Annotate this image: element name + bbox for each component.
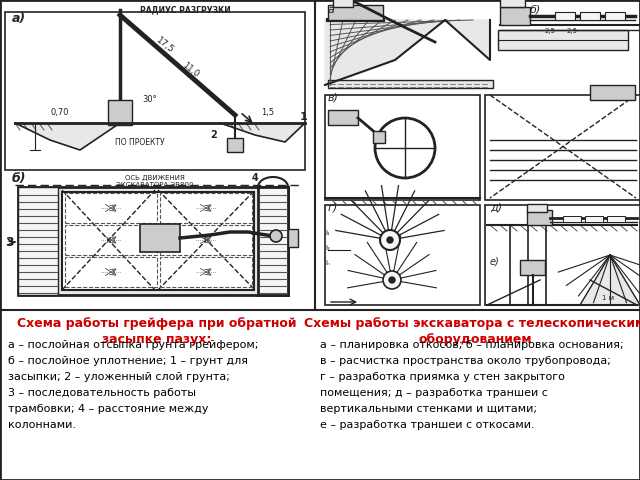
Polygon shape bbox=[15, 123, 120, 150]
Text: г): г) bbox=[328, 202, 339, 212]
Text: б): б) bbox=[530, 5, 541, 15]
Text: 11,0: 11,0 bbox=[180, 61, 200, 79]
Bar bbox=[485, 95, 640, 200]
Bar bbox=[580, 12, 600, 20]
Bar bbox=[555, 12, 575, 20]
Bar bbox=[527, 210, 552, 225]
Text: 30°: 30° bbox=[143, 96, 157, 105]
Bar bbox=[65, 193, 157, 223]
Text: а: а bbox=[328, 5, 335, 15]
Bar bbox=[288, 229, 298, 247]
Bar bbox=[62, 192, 254, 290]
Bar bbox=[325, 205, 480, 305]
Text: засыпки; 2 – уложенный слой грунта;: засыпки; 2 – уложенный слой грунта; bbox=[8, 372, 230, 382]
Text: Схемы работы экскаватора с телескопическим
оборудованием: Схемы работы экскаватора с телескопическ… bbox=[305, 317, 640, 346]
Text: е – разработка траншеи с откосами.: е – разработка траншеи с откосами. bbox=[320, 420, 534, 430]
Bar bbox=[500, 0, 525, 7]
Bar bbox=[18, 187, 288, 295]
Bar bbox=[160, 257, 252, 287]
Bar bbox=[333, 0, 353, 7]
Bar bbox=[328, 5, 383, 20]
Text: 2: 2 bbox=[210, 130, 217, 140]
Bar bbox=[325, 95, 480, 200]
Bar bbox=[5, 12, 305, 170]
Bar bbox=[328, 80, 493, 88]
Bar bbox=[605, 12, 625, 20]
Bar bbox=[65, 225, 157, 255]
Bar bbox=[160, 225, 252, 255]
Bar bbox=[65, 257, 157, 287]
Text: в): в) bbox=[328, 92, 339, 102]
Text: ОСЬ ДВИЖЕНИЯ
ЭКСКАВАТОРА ЭВ800: ОСЬ ДВИЖЕНИЯ ЭКСКАВАТОРА ЭВ800 bbox=[116, 175, 194, 188]
Text: б): б) bbox=[12, 172, 26, 185]
Text: 1,5: 1,5 bbox=[261, 108, 275, 117]
Text: 1: 1 bbox=[300, 112, 308, 122]
Text: в – расчистка пространства около трубопровода;: в – расчистка пространства около трубопр… bbox=[320, 356, 611, 366]
Text: 1 м: 1 м bbox=[602, 295, 614, 301]
Bar bbox=[328, 110, 358, 125]
Bar bbox=[563, 216, 581, 222]
Text: 2,5: 2,5 bbox=[566, 28, 577, 34]
Text: а): а) bbox=[12, 12, 26, 25]
Bar bbox=[140, 224, 180, 252]
Text: е): е) bbox=[490, 256, 500, 266]
Circle shape bbox=[270, 230, 282, 242]
Text: 2,5: 2,5 bbox=[545, 28, 556, 34]
Bar bbox=[18, 187, 58, 295]
Text: 17,5: 17,5 bbox=[154, 36, 175, 55]
Bar bbox=[590, 85, 635, 100]
Text: а – планировка откосов; б – планировка основания;: а – планировка откосов; б – планировка о… bbox=[320, 340, 623, 350]
Polygon shape bbox=[325, 20, 490, 85]
Bar bbox=[108, 100, 132, 125]
Text: д): д) bbox=[490, 202, 502, 212]
Circle shape bbox=[375, 118, 435, 178]
Text: колоннами.: колоннами. bbox=[8, 420, 76, 430]
Text: 3 – последовательность работы: 3 – последовательность работы bbox=[8, 388, 196, 398]
Text: lₙ: lₙ bbox=[325, 260, 330, 266]
Bar bbox=[607, 216, 625, 222]
Text: б – послойное уплотнение; 1 – грунт для: б – послойное уплотнение; 1 – грунт для bbox=[8, 356, 248, 366]
Bar bbox=[500, 7, 530, 25]
Text: РАДИУС РАЗГРУЗКИ: РАДИУС РАЗГРУЗКИ bbox=[140, 5, 230, 14]
Text: вертикальными стенками и щитами;: вертикальными стенками и щитами; bbox=[320, 404, 537, 414]
Bar bbox=[160, 193, 252, 223]
Bar bbox=[258, 187, 288, 295]
Bar bbox=[373, 131, 385, 143]
Circle shape bbox=[389, 277, 395, 283]
Bar bbox=[527, 204, 547, 212]
Bar bbox=[498, 30, 628, 50]
Text: 4: 4 bbox=[252, 173, 259, 183]
Text: l₂: l₂ bbox=[325, 245, 330, 251]
Bar bbox=[227, 138, 243, 152]
Bar bbox=[485, 205, 640, 305]
Text: ПО ПРОЕКТУ: ПО ПРОЕКТУ bbox=[115, 138, 165, 147]
Text: 3: 3 bbox=[5, 236, 13, 249]
Bar bbox=[585, 216, 603, 222]
Circle shape bbox=[380, 230, 400, 250]
Text: г – разработка приямка у стен закрытого: г – разработка приямка у стен закрытого bbox=[320, 372, 565, 382]
Circle shape bbox=[383, 271, 401, 289]
Text: l₁: l₁ bbox=[325, 230, 330, 236]
Polygon shape bbox=[580, 255, 640, 305]
Bar bbox=[520, 260, 545, 275]
Text: помещения; д – разработка траншеи с: помещения; д – разработка траншеи с bbox=[320, 388, 548, 398]
Text: 0,70: 0,70 bbox=[51, 108, 69, 117]
Circle shape bbox=[387, 237, 393, 243]
Text: Схема работы грейфера при обратной
засыпке пазух:: Схема работы грейфера при обратной засып… bbox=[17, 317, 297, 346]
Polygon shape bbox=[220, 123, 305, 142]
Text: трамбовки; 4 – расстояние между: трамбовки; 4 – расстояние между bbox=[8, 404, 209, 414]
Text: а – послойная отсыпка грунта грейфером;: а – послойная отсыпка грунта грейфером; bbox=[8, 340, 259, 350]
